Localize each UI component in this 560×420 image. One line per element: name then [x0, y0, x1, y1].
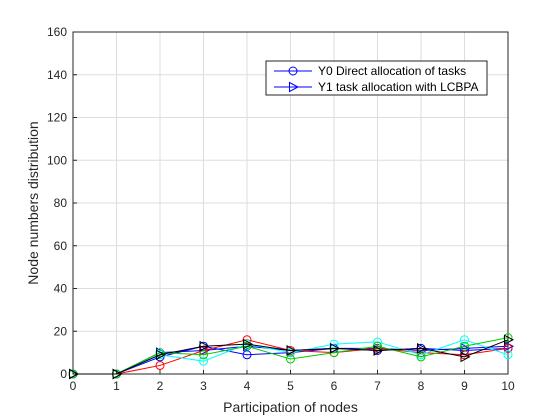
y-tick-label: 140 — [47, 68, 67, 82]
x-tick-label: 1 — [113, 379, 120, 393]
data-point-marker — [286, 354, 295, 364]
x-tick-label: 4 — [244, 379, 251, 393]
data-point-marker — [460, 341, 469, 351]
data-point-marker — [503, 350, 513, 360]
data-point-marker — [199, 356, 208, 366]
data-point-marker — [199, 350, 208, 360]
series-line — [73, 339, 509, 375]
data-point-marker — [330, 343, 341, 354]
x-tick-label: 5 — [287, 379, 294, 393]
y-axis-label: Node numbers distribution — [25, 121, 41, 284]
y-tick-label: 60 — [54, 239, 68, 253]
data-point-marker — [373, 345, 384, 356]
series-group — [69, 334, 515, 380]
data-point-marker — [69, 368, 80, 380]
y-tick-label: 20 — [54, 324, 68, 338]
data-point-marker — [156, 349, 167, 361]
data-point-marker — [416, 352, 426, 362]
data-point-marker — [417, 343, 428, 354]
data-point-marker — [286, 345, 297, 356]
data-point-marker — [243, 338, 254, 350]
y-tick-label: 120 — [47, 111, 67, 125]
x-tick-label: 9 — [461, 379, 468, 393]
legend-label: Y0 Direct allocation of tasks — [318, 64, 466, 78]
legend-entry: Y0 Direct allocation of tasks — [274, 64, 466, 78]
x-tick-label: 6 — [331, 379, 338, 393]
y-tick-label: 0 — [60, 367, 67, 381]
series-line — [73, 337, 509, 375]
y-tick-label: 40 — [54, 282, 68, 296]
legend-entry: Y1 task allocation with LCBPA — [274, 80, 479, 94]
y-tick-label: 80 — [54, 196, 68, 210]
data-point-marker — [288, 66, 298, 76]
x-axis-label: Participation of nodes — [223, 399, 358, 415]
data-series — [68, 333, 515, 380]
y-tick-label: 160 — [47, 25, 67, 39]
data-point-marker — [503, 343, 513, 353]
legend-box — [265, 60, 488, 96]
data-point-marker — [504, 334, 515, 346]
legend: Y0 Direct allocation of tasks Y1 task all… — [265, 60, 488, 96]
data-point-marker — [242, 350, 252, 360]
data-point-marker — [289, 81, 300, 93]
data-point-marker — [112, 368, 123, 380]
x-tick-label: 0 — [70, 379, 77, 393]
data-point-marker — [155, 360, 165, 370]
y-tick-label: 100 — [47, 153, 67, 167]
series-group — [68, 333, 513, 379]
x-tick-label: 3 — [200, 379, 207, 393]
data-point-marker — [199, 340, 210, 352]
x-tick-label: 10 — [501, 379, 515, 393]
series-group — [69, 340, 515, 380]
x-tick-label: 7 — [374, 379, 381, 393]
data-point-marker — [460, 335, 469, 345]
data-point-marker — [460, 351, 471, 363]
legend-label: Y1 task allocation with LCBPA — [318, 80, 479, 94]
x-tick-label: 8 — [418, 379, 425, 393]
x-tick-label: 2 — [157, 379, 164, 393]
